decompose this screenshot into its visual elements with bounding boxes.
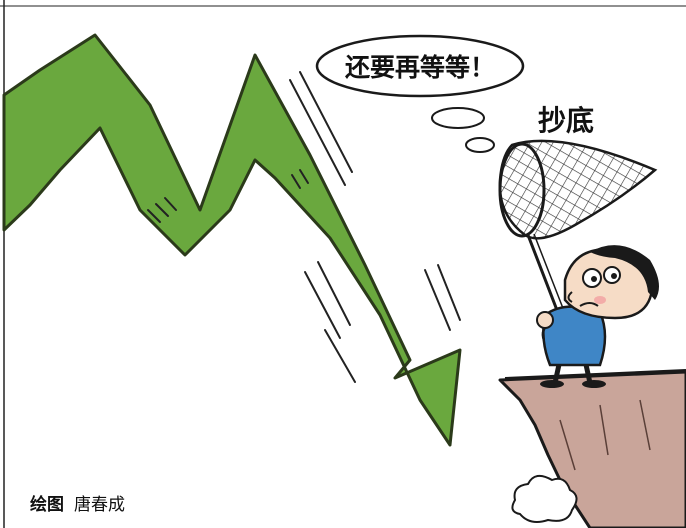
speed-lines [147, 71, 461, 383]
net-label: 抄底 [538, 104, 594, 137]
falling-arrow-icon [2, 33, 462, 447]
thought-dot-small [465, 137, 495, 153]
credit-author: 唐春成 [74, 495, 125, 515]
thought-dot-large [431, 107, 485, 129]
cloud-icon [511, 474, 578, 523]
speech-bubble [315, 34, 525, 98]
man-character [536, 245, 659, 388]
cliff-texture [559, 399, 651, 471]
credit-label: 绘图 [30, 495, 64, 515]
illustration-credit: 绘图 唐春成 [30, 490, 125, 515]
speech-text: 还要再等等！ [345, 53, 495, 82]
cliff-edge [504, 369, 686, 379]
butterfly-net-icon [498, 139, 658, 319]
